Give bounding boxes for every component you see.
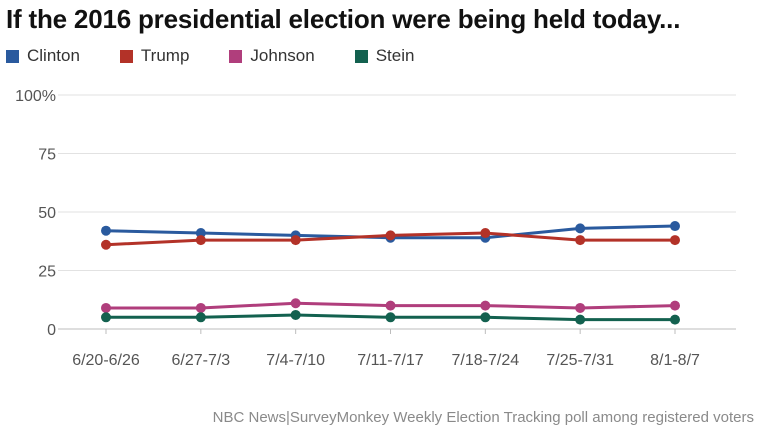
data-point-trump: [575, 235, 586, 246]
data-point-clinton: [575, 223, 586, 234]
data-point-johnson: [575, 302, 586, 313]
data-point-clinton: [101, 225, 111, 236]
data-point-stein: [480, 312, 491, 323]
y-tick-label: 75: [38, 147, 56, 164]
legend-item-stein: Stein: [354, 46, 415, 66]
data-point-stein: [575, 314, 586, 325]
y-tick-label: 50: [38, 205, 56, 222]
series-trump: [101, 228, 680, 250]
legend-swatch-clinton: [6, 49, 19, 63]
y-tick-label: 25: [38, 264, 56, 281]
data-point-trump: [290, 235, 301, 246]
data-point-stein: [290, 309, 301, 320]
data-point-trump: [480, 228, 491, 239]
y-tick-label: 100%: [15, 88, 56, 105]
x-tick-label: 8/1-8/7: [650, 352, 700, 369]
line-chart: 100% 75 50 25 0 6/20-6/26 6/27-7/3 7/4-7/10 7/1…: [15, 88, 736, 369]
x-tick-label: 7/11-7/17: [357, 352, 424, 369]
y-axis-tick-labels: 100% 75 50 25 0: [15, 88, 56, 339]
x-tick-label: 7/18-7/24: [452, 352, 520, 369]
legend-label-clinton: Clinton: [27, 46, 80, 65]
data-point-stein: [195, 312, 206, 323]
data-point-trump: [670, 235, 680, 246]
data-point-stein: [385, 312, 396, 323]
data-point-johnson: [290, 298, 301, 309]
data-point-johnson: [670, 300, 680, 311]
data-point-trump: [385, 230, 396, 241]
data-point-clinton: [670, 221, 680, 232]
data-point-johnson: [385, 300, 396, 311]
legend-label-stein: Stein: [375, 46, 415, 65]
legend-swatch-trump: [119, 49, 133, 63]
data-point-trump: [101, 239, 111, 250]
data-point-johnson: [101, 302, 111, 313]
x-tick-label: 6/27-7/3: [171, 352, 230, 369]
source-note: NBC News|SurveyMonkey Weekly Election Tr…: [212, 409, 754, 426]
data-point-johnson: [195, 302, 206, 313]
legend-item-johnson: Johnson: [229, 46, 315, 66]
series-lines: [101, 221, 680, 325]
legend-swatch-johnson: [229, 49, 243, 63]
series-stein: [101, 309, 680, 325]
x-tick-label: 7/25-7/31: [546, 352, 614, 369]
legend-label-johnson: Johnson: [250, 46, 315, 65]
legend-item-clinton: Clinton: [6, 46, 80, 66]
chart-title: If the 2016 presidential election were b…: [6, 4, 681, 34]
data-point-clinton: [195, 228, 206, 239]
data-point-stein: [670, 314, 680, 325]
x-tick-label: 6/20-6/26: [72, 352, 140, 369]
legend-item-trump: Trump: [119, 46, 190, 66]
data-point-johnson: [480, 300, 491, 311]
legend-swatch-stein: [354, 49, 368, 63]
data-point-stein: [101, 312, 111, 323]
y-tick-label: 0: [47, 322, 56, 339]
data-point-trump: [195, 235, 206, 246]
legend-label-trump: Trump: [140, 46, 190, 65]
x-axis-tick-labels: 6/20-6/26 6/27-7/3 7/4-7/10 7/11-7/17 7/18-7…: [72, 329, 700, 369]
x-tick-label: 7/4-7/10: [266, 352, 325, 369]
legend: Clinton Trump Johnson Stein: [6, 46, 454, 66]
gridlines: [58, 94, 736, 330]
series-johnson: [101, 298, 680, 313]
